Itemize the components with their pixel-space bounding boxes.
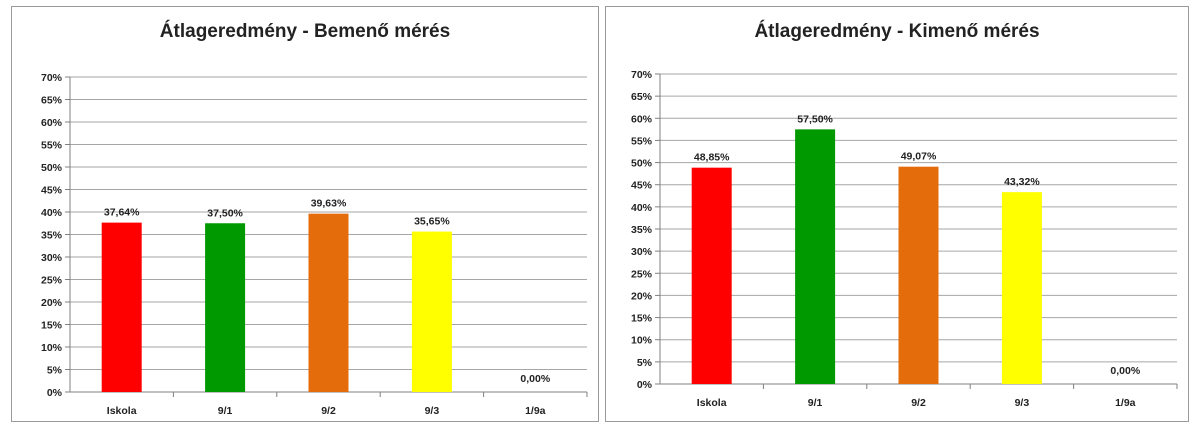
y-tick-label: 45% (631, 180, 653, 192)
y-tick-label: 30% (631, 246, 653, 258)
data-label: 0,00% (1110, 365, 1140, 377)
y-tick-label: 15% (41, 320, 63, 332)
chart-bemeno-meres: Átlageredmény - Bemenő mérés 0% 5% 10% 15% 2… (11, 6, 599, 422)
y-tick-label: 65% (631, 91, 653, 103)
chart-title: Átlageredmény - Kimenő mérés (754, 21, 1040, 42)
bar (101, 222, 142, 392)
y-tick-label: 0% (637, 379, 653, 391)
category-label: Iskola (697, 397, 727, 409)
data-label: 35,65% (414, 216, 450, 228)
data-label: 37,64% (104, 207, 140, 219)
bar-chart-bemeno: 0% 5% 10% 15% 20% 25% 30% 35% 40% 45% 50% 55% 60% 65%… (41, 72, 588, 417)
category-label: Iskola (107, 405, 137, 417)
chart-kimeno-meres: Átlageredmény - Kimenő mérés 0% 5% 10% 15% 2… (605, 6, 1189, 422)
y-tick-label: 50% (41, 162, 63, 174)
category-label: 9/1 (218, 405, 233, 417)
bar (205, 223, 246, 392)
bar (1001, 192, 1042, 384)
data-label: 39,63% (311, 198, 347, 210)
y-tick-label: 0% (47, 387, 63, 399)
y-tick-label: 20% (631, 290, 653, 302)
bar (898, 166, 939, 384)
y-tick-label: 40% (631, 202, 653, 214)
category-label: 9/3 (425, 405, 440, 417)
data-label: 0,00% (520, 373, 550, 385)
bar (308, 213, 349, 392)
y-tick-label: 65% (41, 95, 63, 107)
bar (691, 167, 732, 384)
category-label: 1/9a (1115, 397, 1136, 409)
y-tick-label: 10% (41, 342, 63, 354)
data-label: 37,50% (207, 207, 243, 219)
y-tick-label: 70% (41, 72, 63, 84)
y-tick-label: 55% (41, 140, 63, 152)
y-tick-label: 15% (631, 313, 653, 325)
data-label: 57,50% (797, 113, 833, 125)
category-label: 9/2 (321, 405, 336, 417)
category-label: 9/1 (808, 397, 823, 409)
category-label: 1/9a (525, 405, 546, 417)
y-tick-label: 25% (631, 268, 653, 280)
category-label: 9/2 (911, 397, 926, 409)
y-tick-label: 60% (631, 113, 653, 125)
y-tick-label: 30% (41, 252, 63, 264)
y-tick-label: 60% (41, 117, 63, 129)
data-label: 49,07% (901, 151, 937, 163)
y-tick-label: 45% (41, 185, 63, 197)
y-tick-label: 20% (41, 297, 63, 309)
y-tick-label: 70% (631, 69, 653, 81)
y-tick-label: 5% (47, 365, 63, 377)
y-tick-label: 55% (631, 135, 653, 147)
y-tick-label: 35% (41, 230, 63, 242)
y-tick-label: 40% (41, 207, 63, 219)
chart-title: Átlageredmény - Bemenő mérés (159, 21, 451, 42)
bar-chart-kimeno: 0% 5% 10% 15% 20% 25% 30% 35% 40% 45% 50% 55% 60% 65%… (631, 69, 1178, 409)
data-label: 48,85% (694, 152, 730, 164)
y-tick-label: 25% (41, 275, 63, 287)
y-tick-label: 50% (631, 158, 653, 170)
y-tick-label: 35% (631, 224, 653, 236)
y-tick-label: 5% (637, 357, 653, 369)
bar (795, 129, 836, 384)
y-tick-label: 10% (631, 335, 653, 347)
data-label: 43,32% (1004, 176, 1040, 188)
bar (411, 231, 452, 392)
category-label: 9/3 (1015, 397, 1030, 409)
